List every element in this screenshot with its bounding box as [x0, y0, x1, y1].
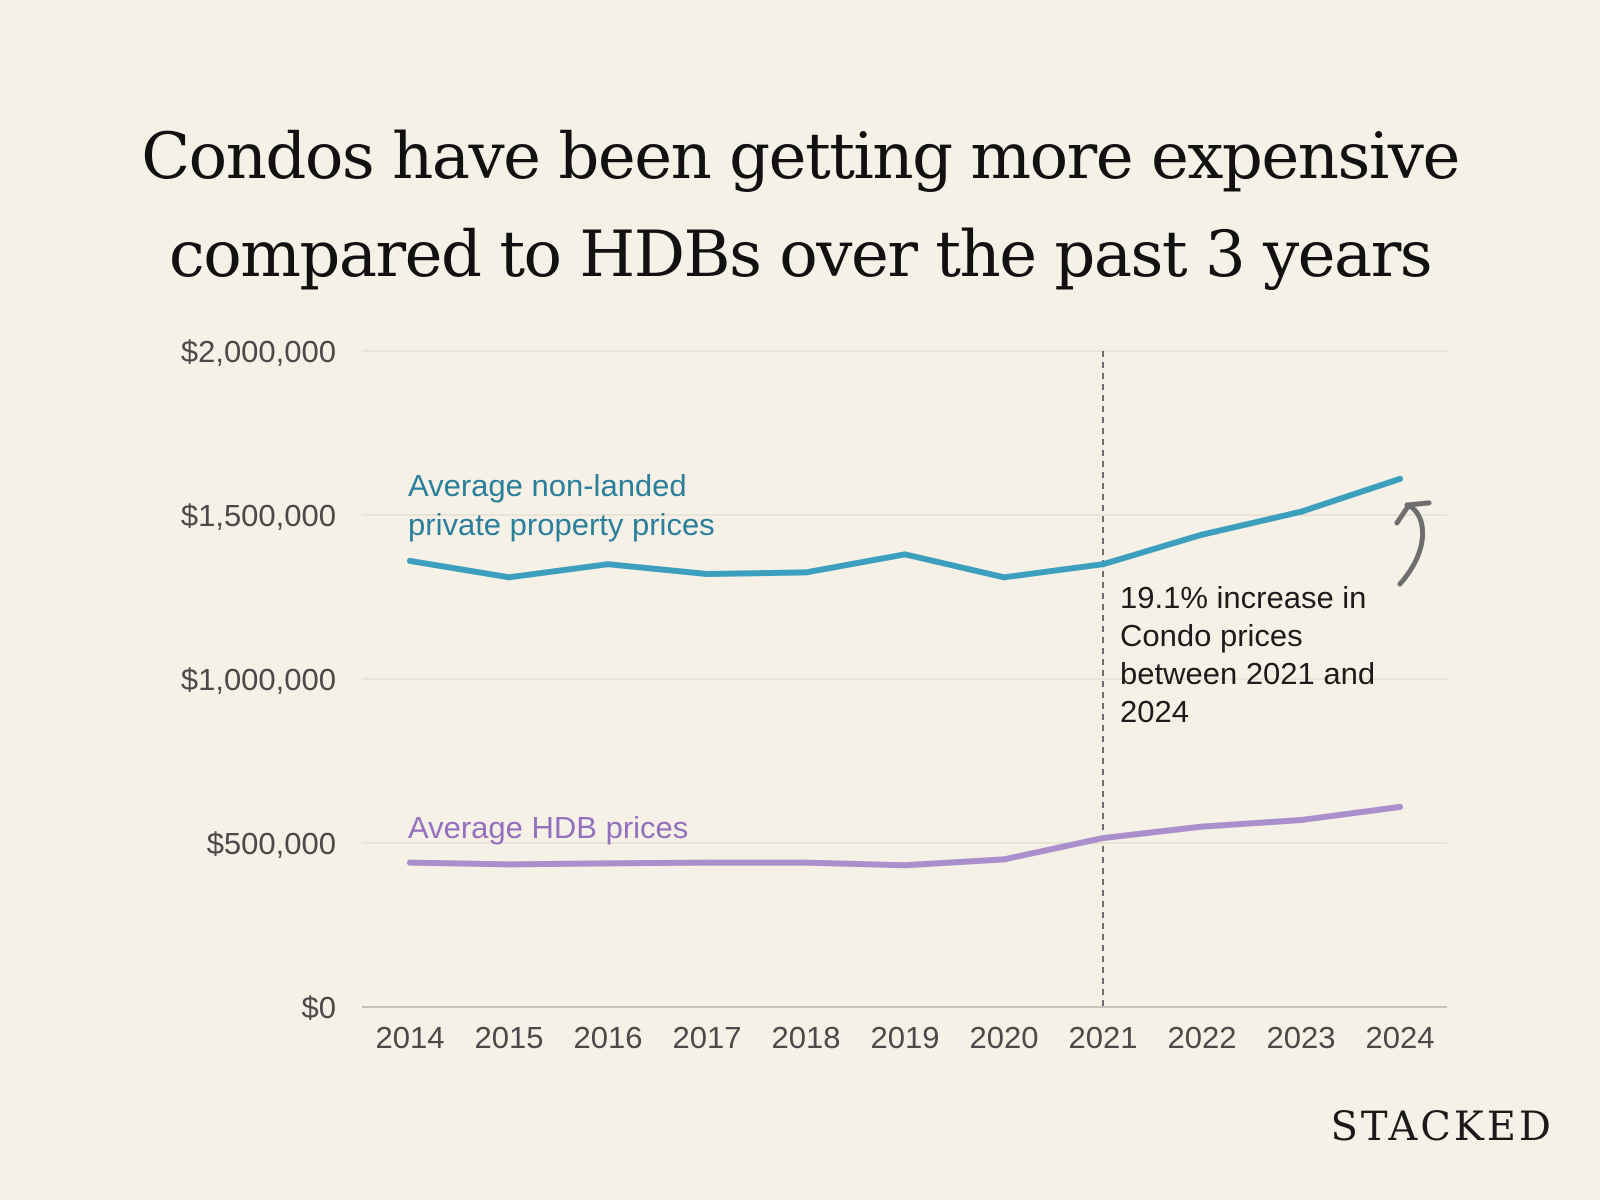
data-point — [605, 561, 611, 568]
annotation-arrowhead — [1394, 500, 1432, 526]
data-point — [902, 551, 908, 558]
data-point — [1298, 817, 1304, 824]
data-point — [1001, 574, 1007, 581]
data-point — [803, 859, 809, 866]
annotation-arrow — [1397, 502, 1426, 587]
data-point — [506, 861, 512, 868]
data-point — [1199, 531, 1205, 538]
data-point — [407, 859, 413, 866]
data-point — [1298, 508, 1304, 515]
annotation-text: 19.1% increase in — [1120, 580, 1366, 615]
x-tick-label: 2017 — [673, 1020, 742, 1055]
y-tick-label: $1,000,000 — [181, 662, 336, 697]
series-label: Average HDB prices — [408, 810, 688, 845]
data-point — [506, 574, 512, 581]
data-point — [1199, 823, 1205, 830]
annotation-text: 2024 — [1120, 694, 1189, 729]
x-tick-label: 2015 — [475, 1020, 544, 1055]
x-tick-label: 2016 — [574, 1020, 643, 1055]
data-point — [1100, 835, 1106, 842]
data-point — [704, 859, 710, 866]
data-point — [1397, 803, 1403, 810]
x-tick-label: 2021 — [1069, 1020, 1138, 1055]
data-point — [1001, 856, 1007, 863]
data-point — [1100, 561, 1106, 568]
brand-logo: STACKED — [1330, 1104, 1554, 1150]
chart-title-line-2: compared to HDBs over the past 3 years — [168, 218, 1433, 292]
y-tick-label: $500,000 — [207, 826, 336, 861]
annotation-text: between 2021 and — [1120, 656, 1375, 691]
chart-title: Condos have been getting more expensive … — [0, 108, 1600, 304]
x-tick-label: 2022 — [1168, 1020, 1237, 1055]
y-tick-label: $2,000,000 — [181, 334, 336, 369]
annotation-text: Condo prices — [1120, 618, 1303, 653]
data-point — [902, 862, 908, 869]
data-point — [605, 860, 611, 867]
y-tick-label: $0 — [302, 990, 336, 1025]
chart-title-line-1: Condos have been getting more expensive — [141, 120, 1460, 194]
y-tick-label: $1,500,000 — [181, 498, 336, 533]
data-point — [803, 569, 809, 576]
x-tick-label: 2014 — [376, 1020, 445, 1055]
x-tick-label: 2020 — [970, 1020, 1039, 1055]
data-point — [704, 571, 710, 578]
x-tick-label: 2019 — [871, 1020, 940, 1055]
data-point — [407, 557, 413, 564]
x-tick-label: 2018 — [772, 1020, 841, 1055]
series-label: private property prices — [408, 507, 715, 542]
data-point — [1397, 475, 1403, 482]
x-tick-label: 2023 — [1267, 1020, 1336, 1055]
x-tick-label: 2024 — [1366, 1020, 1435, 1055]
series-label: Average non-landed — [408, 468, 687, 503]
